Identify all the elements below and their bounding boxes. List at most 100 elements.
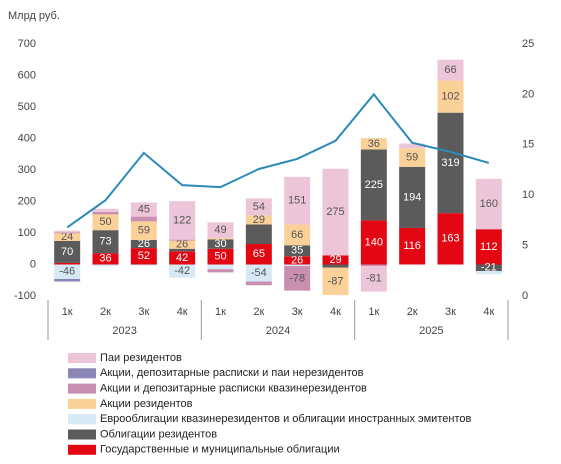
bar-segment bbox=[284, 176, 311, 225]
y-tick-label: 100 bbox=[18, 227, 36, 239]
bar-segment bbox=[360, 138, 387, 150]
bar-segment bbox=[169, 248, 196, 252]
value-label: 319 bbox=[441, 157, 459, 169]
value-label: 36 bbox=[99, 253, 111, 265]
bar-segment bbox=[54, 230, 81, 233]
bar-segment bbox=[284, 256, 311, 265]
legend-label: Акции и депозитарные расписки квазинерез… bbox=[100, 383, 367, 395]
value-label: 54 bbox=[253, 201, 265, 213]
y2-tick-label: 15 bbox=[522, 139, 534, 151]
value-label: -81 bbox=[366, 273, 382, 285]
y-tick-label: 0 bbox=[30, 258, 36, 270]
line bbox=[66, 92, 490, 229]
bar-segment bbox=[54, 264, 81, 279]
bar-segment bbox=[130, 264, 157, 266]
legend-swatch bbox=[68, 368, 96, 379]
y-axis-title: Млрд руб. bbox=[8, 10, 60, 22]
y-tick-label: -100 bbox=[14, 290, 36, 302]
y-tick-label: 300 bbox=[18, 164, 36, 176]
legend-label: Акции, депозитарные расписки и паи нерез… bbox=[100, 367, 364, 379]
group-label: 2023 bbox=[112, 325, 136, 337]
bar-segment bbox=[475, 271, 502, 275]
bar-segment bbox=[92, 264, 119, 267]
value-label: -54 bbox=[251, 267, 267, 279]
bar-segment bbox=[169, 251, 196, 265]
group-label: 2024 bbox=[266, 325, 290, 337]
value-label: 30 bbox=[214, 238, 226, 250]
legend-swatch bbox=[68, 414, 96, 425]
value-label: 225 bbox=[365, 179, 383, 191]
value-label: 36 bbox=[368, 138, 380, 150]
value-label: -46 bbox=[59, 266, 75, 278]
bar-segment bbox=[130, 216, 157, 222]
value-label: -21 bbox=[481, 262, 497, 274]
bar-segment bbox=[245, 244, 272, 265]
bar-segment bbox=[54, 233, 81, 241]
bar-segment bbox=[284, 266, 311, 291]
group-label: 2025 bbox=[419, 325, 443, 337]
bar-segment bbox=[207, 248, 234, 265]
bar-segment bbox=[207, 222, 234, 238]
bar-segment bbox=[475, 178, 502, 230]
x-tick-label: 3к bbox=[445, 306, 456, 318]
value-label: -78 bbox=[289, 272, 305, 284]
bar-segment bbox=[245, 264, 272, 282]
bar-segment bbox=[284, 264, 311, 267]
value-label: 29 bbox=[253, 214, 265, 226]
y-tick-label: 200 bbox=[18, 195, 36, 207]
value-label: 45 bbox=[138, 203, 150, 215]
legend-label: Облигации резидентов bbox=[100, 428, 217, 440]
value-label: 112 bbox=[480, 241, 498, 253]
bar-segment bbox=[169, 201, 196, 240]
bar-segment bbox=[322, 168, 349, 256]
y2-tick-label: 10 bbox=[522, 189, 534, 201]
value-label: 70 bbox=[61, 246, 73, 258]
value-label: 163 bbox=[441, 233, 459, 245]
value-label: 66 bbox=[444, 64, 456, 76]
value-label: 50 bbox=[214, 251, 226, 263]
value-label: 66 bbox=[291, 229, 303, 241]
legend-swatch bbox=[68, 444, 96, 455]
value-label: 275 bbox=[326, 206, 344, 218]
value-label: 26 bbox=[176, 239, 188, 251]
y-tick-label: 500 bbox=[18, 101, 36, 113]
legend-swatch bbox=[68, 429, 96, 440]
value-label: 26 bbox=[138, 238, 150, 250]
bar-segment bbox=[360, 220, 387, 265]
bar-segment bbox=[54, 262, 81, 265]
value-label: 29 bbox=[329, 254, 341, 266]
legend-swatch bbox=[68, 398, 96, 409]
bar-segment bbox=[207, 237, 234, 240]
value-label: -87 bbox=[328, 275, 344, 287]
bar-segment bbox=[130, 202, 157, 217]
legend-label: Паи резидентов bbox=[100, 352, 182, 364]
bar-segment bbox=[399, 148, 426, 167]
value-label: 151 bbox=[288, 195, 306, 207]
value-label: 140 bbox=[365, 236, 383, 248]
value-label: 26 bbox=[291, 254, 303, 266]
bar-segment bbox=[207, 269, 234, 273]
bar-segment bbox=[360, 266, 387, 292]
y-tick-label: 700 bbox=[18, 38, 36, 50]
bar-segment bbox=[130, 221, 157, 240]
bar-segment bbox=[284, 224, 311, 246]
bar-segment bbox=[399, 166, 426, 228]
bar-segment bbox=[399, 143, 426, 149]
x-tick-label: 4к bbox=[483, 306, 494, 318]
bar-segment bbox=[92, 230, 119, 254]
x-tick-label: 3к bbox=[292, 306, 303, 318]
bar-segment bbox=[92, 208, 119, 212]
value-label: 49 bbox=[214, 224, 226, 236]
value-label: 50 bbox=[99, 216, 111, 228]
legend-swatch bbox=[68, 383, 96, 394]
bar-segment bbox=[360, 149, 387, 221]
value-label: 42 bbox=[176, 252, 188, 264]
x-tick-label: 3к bbox=[138, 306, 149, 318]
bar-segment bbox=[399, 227, 426, 265]
bar-segment bbox=[245, 198, 272, 216]
x-tick-label: 1к bbox=[215, 306, 226, 318]
value-label: 194 bbox=[403, 191, 421, 203]
bar-segment bbox=[437, 112, 464, 214]
y2-tick-label: 0 bbox=[522, 290, 528, 302]
bar-segment bbox=[207, 239, 234, 249]
